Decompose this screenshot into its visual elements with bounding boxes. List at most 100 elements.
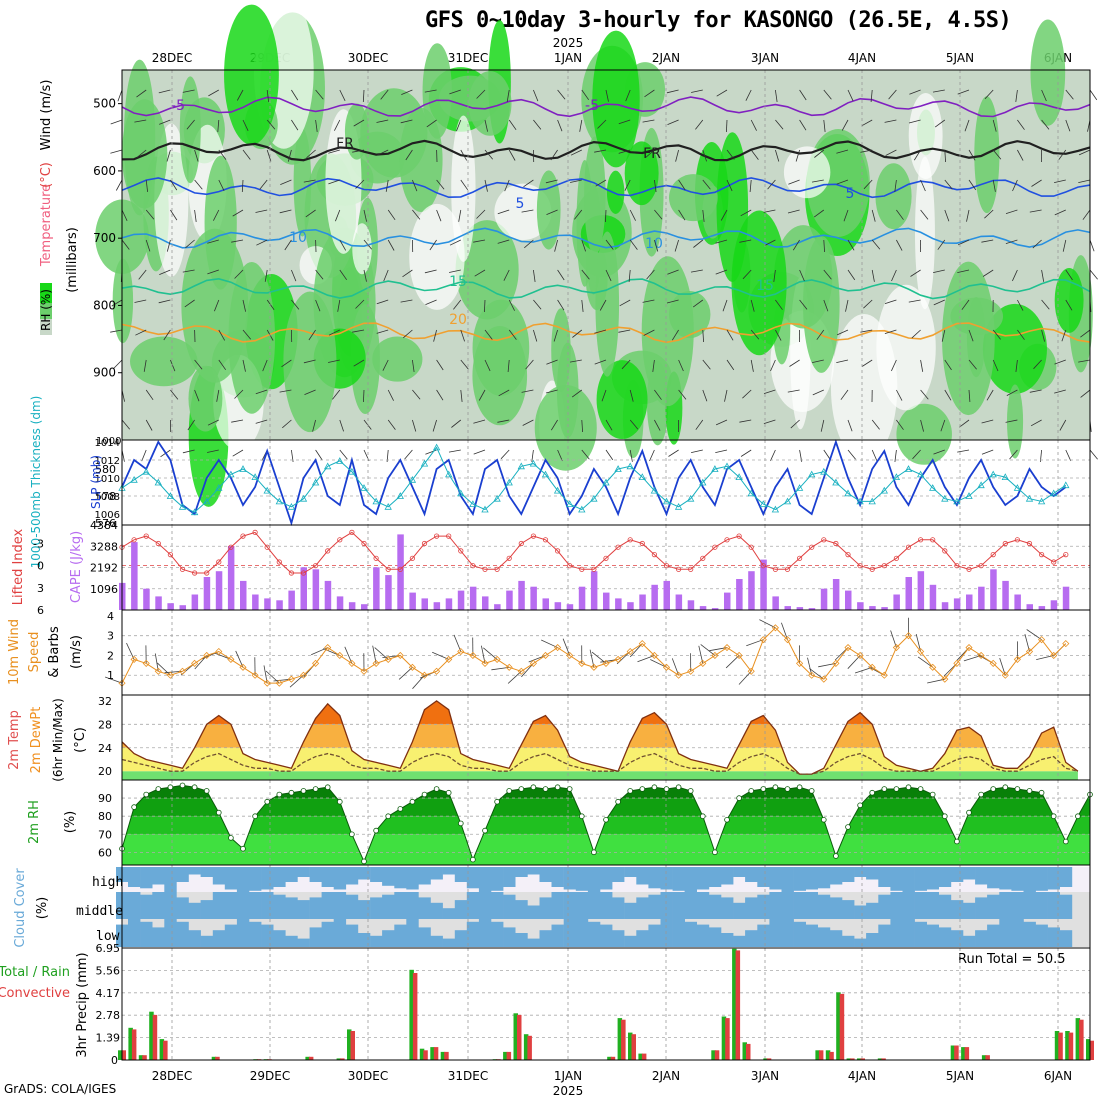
upper-wind-barb	[908, 299, 921, 303]
rh-legend-swatch-light	[40, 319, 52, 335]
upper-wind-barb	[376, 329, 389, 334]
upper-wind-barb	[654, 209, 663, 220]
lifted-index-point	[470, 563, 476, 569]
upper-wind-barb	[412, 179, 418, 192]
upper-wind-barb	[1080, 389, 1091, 398]
upper-wind-barb	[500, 449, 510, 460]
rh-field-blob	[181, 228, 249, 383]
cloud-low-bar	[466, 921, 480, 947]
upper-wind-barb	[702, 179, 711, 190]
precip-total-bar	[503, 1051, 508, 1060]
upper-wind-barb	[750, 119, 757, 131]
cloud-high-bar	[1035, 867, 1048, 891]
cloud-low-bar	[273, 930, 286, 947]
upper-wind-barb	[194, 149, 199, 162]
surface-wind-barb	[104, 676, 123, 684]
upper-wind-barb	[207, 269, 219, 275]
wind-speed-point	[1013, 655, 1021, 663]
upper-wind-barb	[484, 119, 488, 132]
upper-wind-barb	[581, 269, 590, 280]
lifted-index-point	[978, 563, 984, 569]
precip-convective-bar	[850, 1058, 855, 1060]
rh-field-blob	[606, 170, 625, 214]
rh-field-blob	[372, 336, 423, 382]
cape-bar	[651, 584, 658, 610]
thickness-point	[517, 462, 525, 470]
upper-wind-barb	[957, 449, 970, 453]
upper-wind-barb	[436, 209, 442, 222]
upper-wind-barb	[453, 299, 462, 310]
cloud-high-bar	[733, 867, 746, 877]
lifted-index-point	[192, 570, 198, 576]
upper-wind-barb	[984, 209, 994, 219]
thickness-point	[904, 465, 913, 472]
precip-convective-bar	[412, 973, 418, 1060]
upper-wind-barb	[770, 449, 776, 462]
slp-tick-label: 1012	[95, 456, 120, 467]
cloud-low-bar	[660, 919, 673, 947]
upper-wind-barb	[424, 269, 437, 274]
precip-total-bar	[347, 1029, 352, 1060]
cloud-high-bar	[128, 867, 141, 887]
cloud-high-bar	[672, 867, 685, 891]
cloud-middle-bar	[866, 902, 879, 919]
upper-wind-barb	[823, 299, 829, 312]
rh2m-point	[1038, 789, 1045, 796]
upper-wind-barb	[678, 179, 686, 191]
precip-convective-bar	[839, 993, 845, 1060]
cloud-low-bar	[587, 921, 601, 947]
upper-wind-barb	[726, 119, 728, 133]
upper-wind-barb	[715, 449, 728, 453]
surface-wind-barb	[507, 670, 522, 684]
upper-wind-barb	[764, 239, 776, 246]
upper-wind-barb	[170, 209, 178, 221]
upper-wind-barb	[474, 269, 486, 277]
top-date-label: 1JAN	[554, 51, 582, 65]
upper-wind-barb	[813, 209, 825, 218]
upper-wind-barb	[412, 209, 421, 220]
pressure-tick-label: 900	[93, 366, 116, 380]
upper-wind-barb	[339, 419, 344, 432]
upper-wind-barb	[110, 119, 123, 125]
upper-wind-barb	[1015, 89, 1018, 102]
upper-wind-barb	[242, 359, 246, 372]
cloud-middle-bar	[140, 894, 153, 919]
cloud-high-bar	[793, 867, 806, 891]
lifted-index-point	[905, 544, 912, 550]
upper-wind-barb	[1017, 119, 1025, 130]
thickness-tick-label: 576	[95, 517, 116, 530]
upper-wind-barb	[436, 389, 444, 401]
upper-wind-barb	[145, 389, 154, 401]
thickness-point	[553, 486, 562, 494]
thickness-point	[348, 467, 356, 475]
lifted-index-point	[300, 570, 307, 576]
upper-wind-barb	[339, 239, 347, 251]
upper-wind-barb	[484, 179, 488, 192]
upper-wind-barb	[339, 449, 348, 460]
wind-speed-point	[626, 647, 634, 656]
li-tick-label: 6	[37, 604, 44, 617]
cape-bar	[627, 602, 634, 610]
upper-wind-barb	[618, 149, 631, 154]
upper-wind-barb	[328, 329, 340, 336]
top-date-label: 30DEC	[348, 51, 388, 65]
upper-wind-barb	[337, 299, 341, 312]
rh2m-point	[288, 789, 295, 796]
wind-speed-point	[554, 643, 562, 652]
upper-wind-barb	[691, 449, 703, 453]
cape-bar	[869, 606, 876, 610]
upper-wind-barb	[497, 239, 510, 244]
upper-wind-barb	[429, 239, 437, 251]
upper-wind-barb	[425, 299, 437, 305]
upper-wind-barb	[115, 179, 123, 191]
upper-wind-barb	[667, 269, 679, 275]
rh-field-blob	[896, 403, 952, 465]
slp-tick-label: 1006	[95, 510, 120, 521]
thickness-point	[178, 502, 187, 510]
upper-wind-barb	[992, 179, 996, 192]
upper-wind-barb	[675, 149, 679, 162]
upper-wind-barb	[387, 419, 396, 430]
wind-speed-point	[602, 659, 610, 667]
precip-convective-bar	[527, 1035, 532, 1060]
